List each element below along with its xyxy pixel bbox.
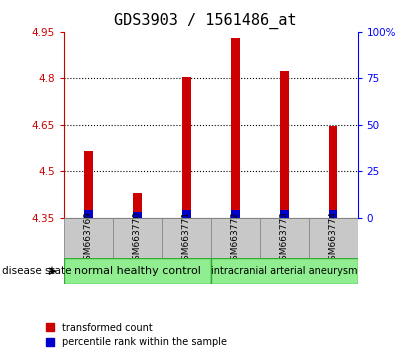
FancyBboxPatch shape (260, 218, 309, 258)
Text: GDS3903 / 1561486_at: GDS3903 / 1561486_at (114, 12, 297, 29)
Text: GSM663774: GSM663774 (328, 211, 337, 266)
Bar (133, 193, 141, 218)
FancyBboxPatch shape (162, 218, 211, 258)
Bar (280, 210, 289, 218)
FancyBboxPatch shape (211, 218, 260, 258)
Bar (231, 210, 240, 218)
Legend: transformed count, percentile rank within the sample: transformed count, percentile rank withi… (46, 322, 226, 347)
Bar (280, 70, 289, 218)
Bar (329, 210, 337, 218)
Text: GSM663771: GSM663771 (182, 211, 191, 266)
Bar (84, 151, 92, 218)
Bar (182, 77, 191, 218)
Text: intracranial arterial aneurysm: intracranial arterial aneurysm (211, 266, 357, 276)
Bar (84, 210, 92, 218)
Bar (231, 38, 240, 218)
Text: disease state: disease state (2, 266, 72, 276)
Bar (329, 126, 337, 218)
Text: GSM663773: GSM663773 (279, 211, 289, 266)
Text: GSM663772: GSM663772 (231, 211, 240, 266)
Text: GSM663769: GSM663769 (84, 211, 93, 266)
FancyBboxPatch shape (64, 218, 113, 258)
FancyBboxPatch shape (211, 258, 358, 284)
FancyBboxPatch shape (113, 218, 162, 258)
FancyBboxPatch shape (64, 258, 211, 284)
Bar (182, 210, 191, 218)
Bar (133, 211, 141, 218)
FancyBboxPatch shape (309, 218, 358, 258)
Text: normal healthy control: normal healthy control (74, 266, 201, 276)
Text: GSM663770: GSM663770 (133, 211, 142, 266)
